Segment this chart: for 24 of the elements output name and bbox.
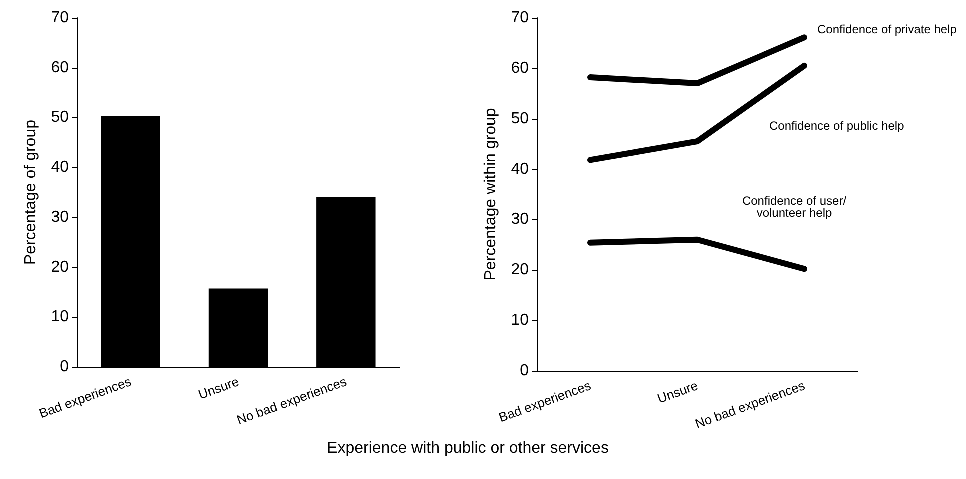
series-label: Confidence of public help: [770, 118, 905, 133]
y-axis-title: Percentage of group: [22, 120, 40, 265]
y-tick-label: 40: [511, 160, 530, 178]
y-tick-label: 30: [511, 211, 530, 228]
series-label: Confidence of private help: [818, 22, 958, 37]
y-tick-label: 30: [51, 208, 70, 226]
x-axis-title: Experience with public or other services: [326, 440, 610, 458]
y-tick-label: 10: [511, 312, 530, 330]
y-tick-label: 20: [51, 258, 70, 276]
y-axis-title: Percentage within group: [482, 108, 500, 281]
text: Confidence of user/volunteer help: [742, 194, 848, 220]
y-tick-label: 50: [51, 109, 70, 126]
y-tick-label: 60: [51, 59, 70, 76]
y-tick-label: 10: [51, 308, 70, 326]
x-tick-label: Unsure: [196, 374, 242, 402]
y-tick-label: 20: [511, 262, 530, 279]
y-tick-label: 40: [51, 159, 70, 176]
y-tick-label: 70: [51, 10, 70, 26]
y-tick-label: 0: [60, 358, 70, 376]
x-tick-label: Unsure: [656, 378, 700, 406]
y-tick-label: 0: [520, 362, 530, 380]
y-tick-label: 60: [511, 60, 530, 77]
y-tick-label: 50: [511, 110, 530, 128]
y-tick-label: 70: [511, 10, 530, 26]
